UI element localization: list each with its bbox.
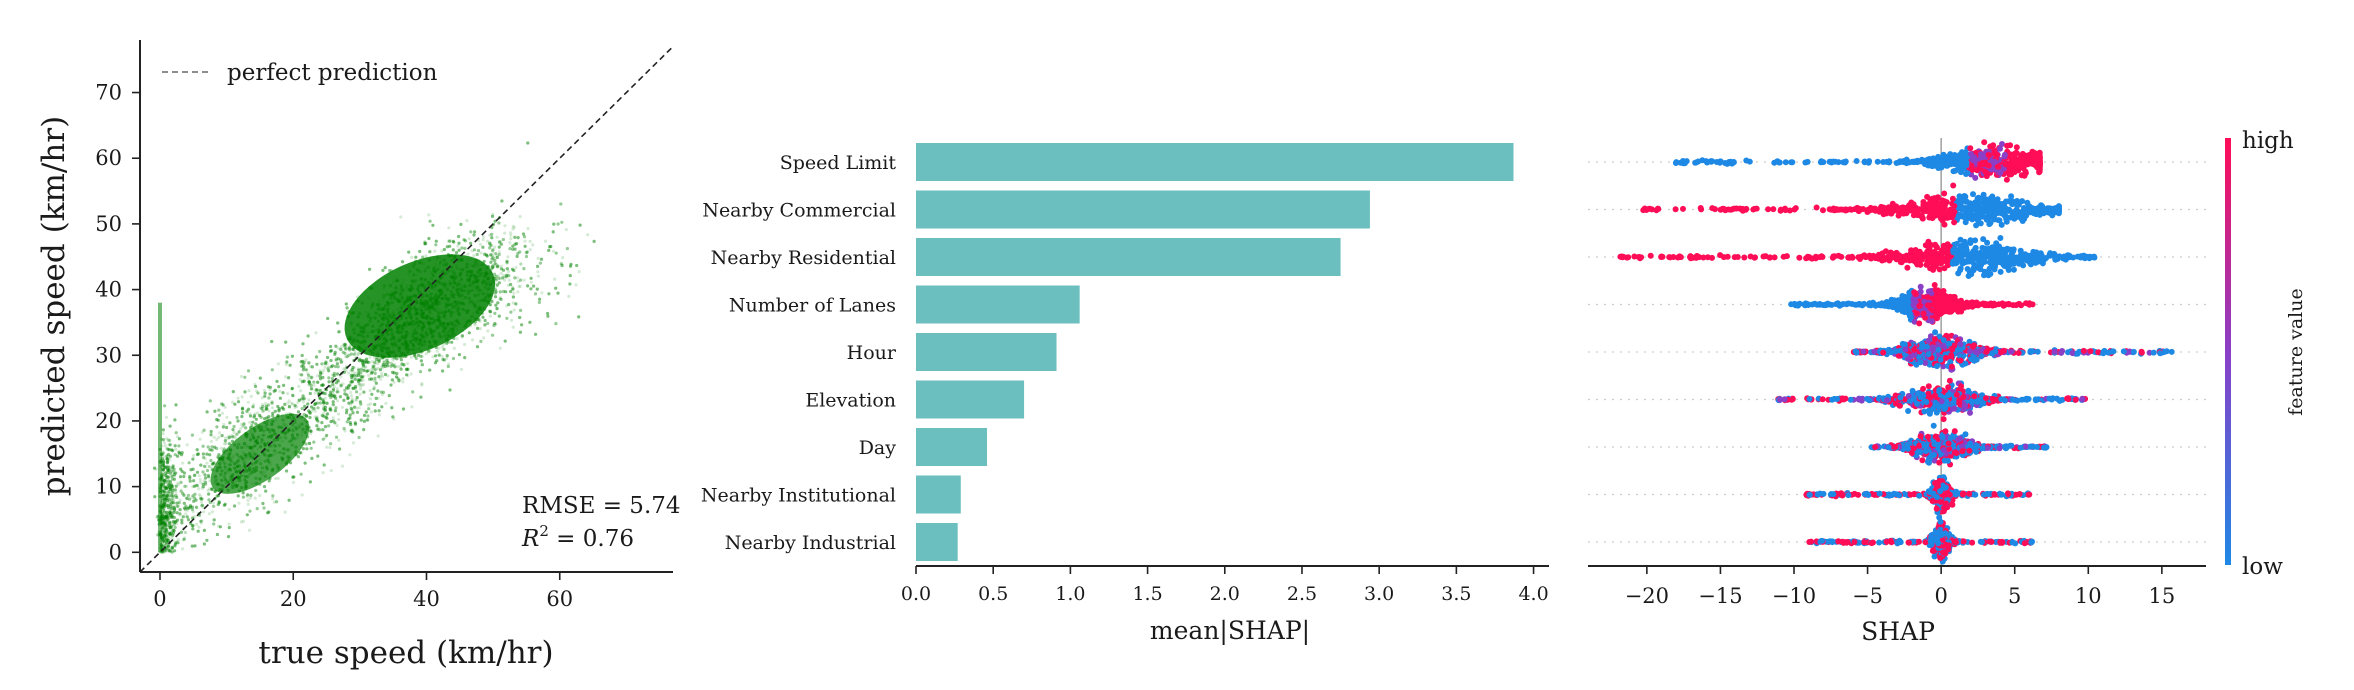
bar-category-label: Nearby Institutional: [701, 485, 896, 507]
beeswarm-row: [1803, 474, 2033, 516]
bar-category-label: Nearby Residential: [711, 247, 896, 269]
y-tick-label: 50: [95, 212, 122, 236]
legend: perfect prediction: [162, 60, 438, 86]
beeswarm-row: [1788, 282, 2036, 327]
bar: [916, 475, 961, 514]
r2-value: = 0.76: [549, 526, 634, 552]
bar-x-tick-label: 2.5: [1287, 583, 1317, 605]
dense-region-upper: [344, 254, 496, 358]
colorbar-title: feature value: [2285, 288, 2307, 415]
bar: [916, 380, 1025, 419]
r2-superscript: 2: [539, 522, 549, 540]
bar: [916, 428, 988, 466]
y-tick-label: 20: [95, 409, 122, 433]
bar-x-tick-label: 3.5: [1441, 583, 1471, 605]
shap-x-tick-label: −15: [1698, 584, 1742, 608]
dense-region-zero-speed: [157, 302, 162, 553]
beeswarm-points: [1617, 139, 2175, 565]
colorbar-low-label: low: [2242, 554, 2283, 580]
colorbar: high low feature value: [2225, 128, 2307, 580]
shap-x-axis-label: SHAP: [1861, 617, 1935, 646]
x-tick-label: 0: [153, 587, 166, 611]
bar: [916, 190, 1370, 229]
x-tick-label: 60: [546, 587, 573, 611]
bar-x-tick-label: 2.0: [1210, 583, 1240, 605]
true-vs-predicted-panel: 0 20 40 60 0 10 20 30 40 50 60 70 true speed (km/h…: [36, 40, 681, 671]
y-tick-label: 40: [95, 278, 122, 302]
r2-annotation: R2 = 0.76: [521, 522, 634, 552]
shap-x-tick-label: 5: [2008, 584, 2021, 608]
beeswarm-row: [1850, 329, 2175, 373]
y-tick-label: 0: [109, 540, 122, 564]
shap-x-tick-label: 15: [2148, 584, 2175, 608]
bar-x-tick-label: 3.0: [1364, 583, 1394, 605]
bar-x-tick-label: 1.0: [1055, 583, 1085, 605]
scatter-cloud: [152, 141, 596, 554]
x-axis-label: true speed (km/hr): [258, 635, 553, 671]
y-tick-group: 0 10 20 30 40 50 60 70: [95, 81, 140, 564]
rmse-annotation: RMSE = 5.74: [522, 493, 681, 519]
bar-x-tick-label: 4.0: [1518, 583, 1548, 605]
beeswarm-row: [1672, 139, 2043, 183]
bar-category-label: Speed Limit: [780, 152, 897, 174]
colorbar-high-label: high: [2242, 128, 2294, 154]
shap-x-tick-label: −10: [1772, 584, 1816, 608]
bar-x-tick-group: 0.0 0.5 1.0 1.5 2.0 2.5 3.0 3.5 4.0: [901, 566, 1549, 605]
bar-x-tick-label: 0.0: [901, 583, 931, 605]
y-tick-label: 30: [95, 343, 122, 367]
beeswarm-row: [1868, 422, 2050, 468]
r2-symbol: R: [521, 526, 539, 552]
shap-x-tick-label: −5: [1852, 584, 1883, 608]
y-axis-label: predicted speed (km/hr): [36, 116, 72, 496]
bar-category-label: Elevation: [805, 390, 896, 412]
bar-x-axis-label: mean|SHAP|: [1150, 616, 1310, 646]
shap-x-tick-label: −20: [1625, 584, 1669, 608]
beeswarm-row: [1640, 182, 2062, 229]
bar-x-tick-label: 1.5: [1132, 583, 1162, 605]
y-tick-label: 70: [95, 81, 122, 105]
bar: [916, 333, 1057, 371]
bar-category-label: Nearby Industrial: [725, 532, 896, 554]
bar: [916, 143, 1514, 181]
colorbar-gradient: [2225, 138, 2231, 565]
shap-x-tick-label: 0: [1934, 584, 1947, 608]
bar-category-label: Hour: [847, 342, 897, 364]
x-tick-label: 20: [280, 587, 307, 611]
dense-region-lower: [210, 413, 310, 494]
bar-category-label: Day: [859, 437, 897, 459]
shap-x-tick-label: 10: [2075, 584, 2102, 608]
beeswarm-row: [1617, 235, 2098, 279]
mean-shap-bar-panel: Speed Limit Nearby Commercial Nearby Resid…: [701, 143, 1549, 646]
beeswarm-row: [1806, 514, 2035, 565]
perfect-prediction-line: [139, 45, 674, 573]
y-tick-label: 60: [95, 146, 122, 170]
y-tick-label: 10: [95, 475, 122, 499]
bar: [916, 238, 1341, 276]
beeswarm-row: [1775, 377, 2089, 423]
bar: [916, 285, 1080, 324]
bar-x-tick-label: 0.5: [978, 583, 1008, 605]
bar-category-label: Nearby Commercial: [702, 200, 896, 222]
bar-group: Speed Limit Nearby Commercial Nearby Resid…: [701, 143, 1514, 561]
x-tick-label: 40: [413, 587, 440, 611]
scatter-dense-core: [157, 254, 496, 553]
bar-category-label: Number of Lanes: [729, 295, 896, 317]
bar: [916, 523, 958, 561]
shap-x-tick-group: −20 −15 −10 −5 0 5 10 15: [1625, 566, 2175, 608]
x-tick-group: 0 20 40 60: [153, 572, 573, 611]
legend-label: perfect prediction: [227, 60, 438, 86]
shap-beeswarm-panel: −20 −15 −10 −5 0 5 10 15 SHAP high low feature …: [1588, 128, 2307, 646]
